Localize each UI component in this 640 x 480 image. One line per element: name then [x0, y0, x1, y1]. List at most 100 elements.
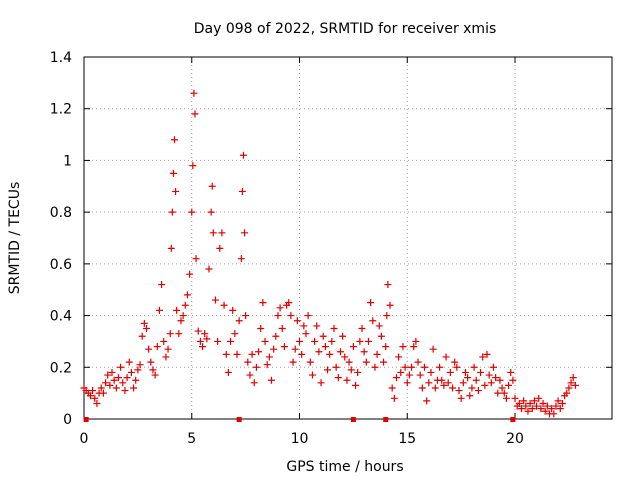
- data-point: [334, 374, 342, 382]
- data-point: [571, 381, 579, 389]
- data-point: [220, 301, 228, 309]
- data-point: [257, 325, 265, 332]
- data-point: [136, 361, 144, 369]
- data-point: [461, 368, 469, 376]
- y-tick-label: 1.4: [50, 50, 72, 66]
- data-point: [140, 319, 148, 327]
- data-point: [311, 337, 319, 345]
- data-point: [175, 330, 183, 338]
- data-point: [246, 371, 254, 379]
- data-point: [149, 366, 157, 374]
- data-point: [91, 394, 99, 402]
- data-point: [552, 402, 560, 410]
- data-point: [453, 363, 461, 371]
- axis-marker: [350, 417, 356, 422]
- data-point: [147, 358, 155, 366]
- chart-title: Day 098 of 2022, SRMTID for receiver xmi…: [194, 21, 497, 37]
- data-point: [354, 368, 362, 376]
- data-point: [425, 379, 433, 387]
- data-point: [216, 244, 224, 252]
- axis-marker: [383, 417, 389, 422]
- data-point: [123, 374, 131, 382]
- data-point: [371, 363, 379, 371]
- data-point: [446, 368, 454, 376]
- data-point: [162, 353, 170, 361]
- data-point: [524, 407, 532, 415]
- data-point: [481, 381, 489, 389]
- data-point: [145, 345, 153, 353]
- data-point: [421, 363, 429, 371]
- data-point: [533, 402, 541, 410]
- data-point: [169, 169, 177, 177]
- data-point: [485, 371, 493, 379]
- data-point: [153, 343, 161, 351]
- data-point: [537, 405, 545, 413]
- data-point: [412, 337, 420, 345]
- data-point: [93, 399, 101, 407]
- data-point: [565, 384, 573, 392]
- data-point: [427, 368, 435, 376]
- data-point: [211, 296, 219, 304]
- data-point: [199, 343, 207, 351]
- data-point: [233, 350, 241, 358]
- data-point: [401, 363, 409, 371]
- data-point: [468, 384, 476, 392]
- y-tick-label: 0.8: [50, 205, 72, 221]
- data-point: [127, 368, 135, 376]
- data-point: [440, 381, 448, 389]
- data-point: [138, 332, 146, 340]
- y-tick-label: 0.4: [50, 309, 72, 325]
- data-point: [102, 379, 110, 387]
- data-point: [167, 244, 175, 252]
- data-point: [380, 358, 388, 366]
- data-point: [347, 366, 355, 374]
- data-point: [326, 350, 334, 358]
- data-point: [89, 387, 97, 395]
- data-point: [265, 353, 273, 361]
- data-point: [192, 255, 200, 263]
- data-point: [526, 399, 534, 407]
- data-point: [511, 394, 519, 402]
- data-point: [369, 317, 377, 325]
- data-point: [238, 187, 246, 195]
- data-point: [459, 379, 467, 387]
- data-point: [235, 317, 243, 325]
- data-point: [395, 353, 403, 361]
- axis-marker: [510, 417, 516, 422]
- data-point: [191, 110, 199, 118]
- data-point: [183, 291, 191, 299]
- data-point: [489, 363, 497, 371]
- data-point: [569, 374, 577, 382]
- data-point: [205, 265, 213, 273]
- data-point: [336, 348, 344, 356]
- data-point: [375, 322, 383, 330]
- data-point: [255, 348, 263, 356]
- data-point: [250, 379, 258, 387]
- data-point: [515, 399, 523, 407]
- data-point: [263, 361, 271, 369]
- y-tick-label: 1.2: [50, 102, 72, 118]
- data-point: [208, 182, 216, 190]
- data-point: [194, 327, 202, 335]
- data-point: [317, 379, 325, 387]
- data-point: [349, 343, 357, 351]
- data-point: [306, 358, 314, 366]
- data-point: [364, 337, 372, 345]
- data-point: [106, 381, 114, 389]
- data-point: [125, 358, 133, 366]
- data-point: [164, 345, 172, 353]
- data-point: [414, 358, 422, 366]
- data-point: [160, 337, 168, 345]
- data-point: [121, 387, 129, 395]
- data-point: [110, 376, 118, 384]
- data-point: [528, 405, 536, 413]
- data-point: [267, 376, 275, 384]
- x-tick-label: 0: [80, 431, 89, 447]
- data-point: [172, 187, 180, 195]
- data-point: [341, 353, 349, 361]
- data-point: [222, 350, 230, 358]
- data-point: [173, 306, 181, 314]
- data-point: [134, 366, 142, 374]
- data-point: [119, 379, 127, 387]
- data-point: [224, 368, 232, 376]
